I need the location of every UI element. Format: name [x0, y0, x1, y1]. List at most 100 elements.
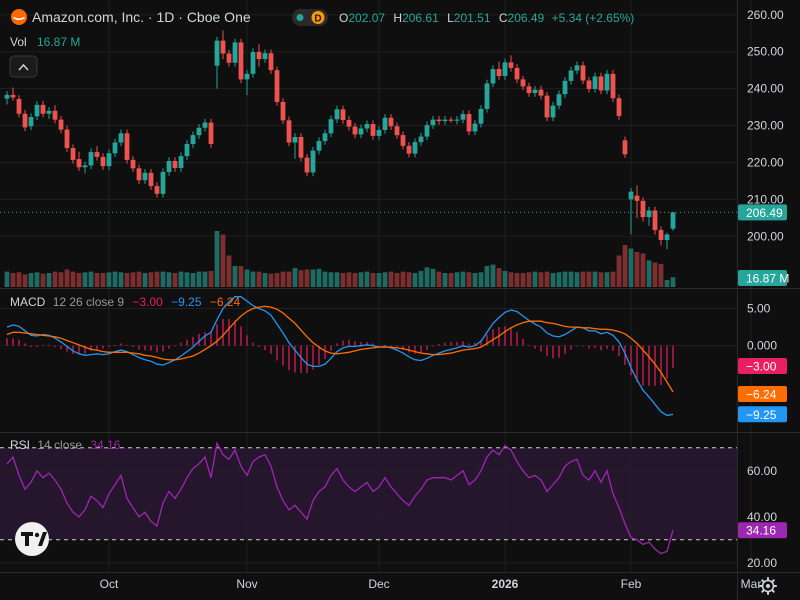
volume-bar — [268, 273, 274, 287]
open-label: O — [339, 11, 348, 25]
candle-body — [514, 67, 520, 80]
candle-body — [136, 168, 142, 181]
candle-body — [310, 150, 316, 173]
volume-legend[interactable]: Vol 16.87 M — [10, 35, 80, 49]
macd-histogram-bar — [384, 344, 386, 346]
volume-bar — [148, 272, 154, 287]
macd-histogram-bar — [504, 326, 506, 346]
volume-bar — [532, 271, 538, 287]
candle-body — [490, 69, 496, 84]
volume-bar — [616, 255, 622, 287]
volume-bar — [568, 271, 574, 287]
candle-body — [634, 195, 640, 201]
candle-body — [550, 105, 556, 118]
macd-histogram-bar — [192, 336, 194, 346]
symbol-legend[interactable]: Amazon.com, Inc. · 1D · Cboe One D O202.… — [11, 9, 634, 26]
macd-histogram-bar — [360, 341, 362, 346]
volume-bar — [58, 272, 64, 287]
candle-body — [166, 160, 172, 173]
price-tick-label: 200.00 — [747, 229, 784, 243]
candle-body — [430, 119, 436, 126]
macd-histogram-bar — [540, 345, 542, 352]
volume-bar — [586, 271, 592, 287]
volume-bar — [520, 273, 526, 287]
macd-histogram-bar — [534, 345, 536, 349]
macd-histogram-bar — [288, 345, 290, 371]
candle-body — [388, 117, 394, 127]
macd-histogram-bar — [222, 318, 224, 346]
macd-histogram-bar — [408, 345, 410, 353]
volume-value: 16.87 M — [37, 35, 80, 49]
volume-bar — [64, 269, 70, 287]
candle-body — [640, 200, 646, 218]
volume-bar — [514, 273, 520, 287]
macd-histogram-bar — [648, 345, 650, 386]
macd-histogram-bar — [228, 318, 230, 346]
macd-histogram-bar — [378, 345, 380, 347]
candle-body — [316, 141, 322, 151]
chart-settings-button[interactable] — [759, 577, 777, 595]
time-tick-label: Feb — [621, 577, 642, 591]
candle-body — [502, 62, 508, 77]
rsi-tick-label: 40.00 — [747, 510, 777, 524]
volume-bar — [460, 271, 466, 287]
candle-body — [220, 40, 226, 54]
candle-body — [226, 53, 232, 63]
rsi-tick-label: 20.00 — [747, 556, 777, 570]
candle-body — [112, 142, 118, 154]
volume-bar — [346, 272, 352, 287]
candle-body — [622, 140, 628, 155]
low-value: 201.51 — [454, 11, 491, 25]
volume-bar — [370, 273, 376, 287]
macd-histogram-bar — [336, 343, 338, 346]
candle-body — [28, 117, 34, 127]
macd-histogram-bar — [462, 341, 464, 346]
volume-bar — [226, 255, 232, 287]
candle-body — [154, 186, 160, 194]
volume-bar — [436, 271, 442, 287]
macd-histogram-bar — [108, 345, 110, 348]
candle-body — [130, 159, 136, 169]
candle-body — [10, 94, 16, 98]
macd-histogram-bar — [654, 345, 656, 386]
volume-bar — [310, 269, 316, 287]
candle-body — [34, 104, 40, 117]
candle-body — [478, 108, 484, 124]
macd-histogram-bar — [30, 345, 32, 348]
macd-histogram-bar — [450, 341, 452, 346]
candle-body — [208, 122, 214, 144]
volume-bar — [76, 273, 82, 287]
candle-body — [442, 119, 448, 122]
macd-legend[interactable]: MACD 12 26 close 9 −3.00 −9.25 −6.24 — [10, 295, 241, 309]
candle-body — [418, 136, 424, 143]
rsi-legend[interactable]: RSI 14 close 34.16 — [10, 438, 121, 452]
volume-bar — [178, 271, 184, 287]
macd-histogram-bar — [150, 345, 152, 351]
macd-histogram-bar — [666, 345, 668, 380]
candle-body — [580, 65, 586, 81]
volume-bar — [490, 264, 496, 287]
volume-bar — [622, 245, 628, 287]
macd-histogram-bar — [210, 332, 212, 346]
macd-histogram-bar — [528, 344, 530, 346]
candle-body — [448, 119, 454, 121]
volume-bar — [256, 271, 262, 287]
candle-body — [64, 129, 70, 149]
volume-bar — [496, 268, 502, 287]
candle-body — [52, 110, 58, 120]
candle-body — [406, 145, 412, 154]
amazon-logo-icon — [11, 9, 27, 25]
volume-bar — [250, 271, 256, 287]
macd-signal-value: −6.24 — [210, 295, 241, 309]
candle-body — [184, 144, 190, 157]
collapse-legend-button[interactable] — [9, 55, 38, 78]
macd-histogram-bar — [402, 345, 404, 351]
candle-body — [646, 210, 652, 218]
macd-histogram-bar — [6, 338, 8, 346]
tradingview-logo[interactable] — [15, 522, 49, 556]
time-tick-label: Dec — [368, 577, 389, 591]
macd-hist-value: −3.00 — [132, 295, 163, 309]
volume-bar — [640, 253, 646, 287]
candle-body — [94, 152, 100, 157]
time-tick-label: Nov — [236, 577, 257, 591]
